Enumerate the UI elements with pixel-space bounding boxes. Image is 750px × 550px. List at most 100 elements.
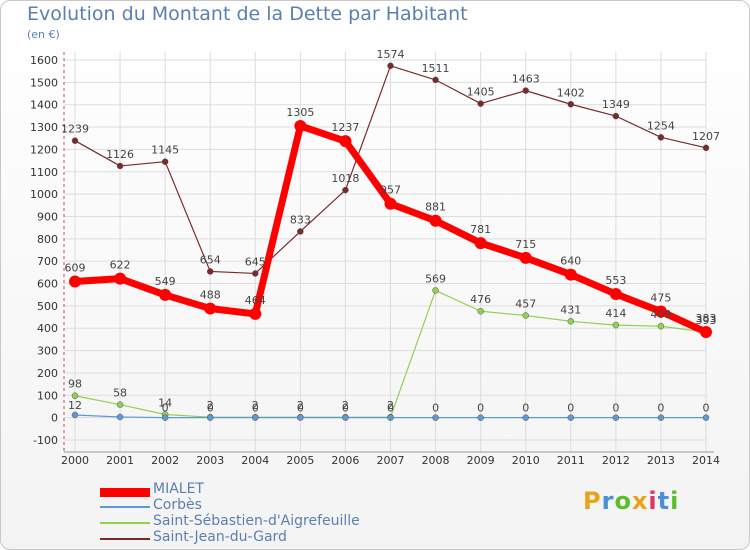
series-lines <box>69 62 712 421</box>
data-label: 881 <box>425 201 446 214</box>
data-point <box>387 62 394 70</box>
data-label: 2 <box>297 399 304 412</box>
y-tick-label: 1100 <box>30 166 58 179</box>
data-label: 476 <box>470 293 491 306</box>
logo-letter: P <box>583 487 602 515</box>
legend-label: Corbès <box>153 497 202 513</box>
y-tick-label: 300 <box>37 345 58 358</box>
data-label: 2 <box>252 399 259 412</box>
data-point <box>159 288 172 301</box>
y-tick-label: 1000 <box>30 188 58 201</box>
data-label: 1254 <box>647 119 675 132</box>
data-label: 1145 <box>151 144 179 157</box>
data-label: 1239 <box>61 123 89 136</box>
data-point <box>297 414 304 421</box>
x-tick-label: 2009 <box>467 454 495 467</box>
data-label: 0 <box>162 402 169 415</box>
data-point <box>567 318 575 325</box>
data-point <box>114 272 127 285</box>
legend-swatch <box>100 522 150 524</box>
data-label: 475 <box>650 291 671 304</box>
data-point <box>204 302 217 315</box>
data-label: 0 <box>612 402 619 415</box>
data-point <box>116 413 124 421</box>
y-tick-label: 1400 <box>30 99 58 112</box>
grid <box>64 52 707 452</box>
y-tick-label: 400 <box>37 322 58 335</box>
legend-label: Saint-Sébastien-d'Aigrefeuille <box>153 513 360 529</box>
data-point <box>609 288 622 301</box>
data-label: 98 <box>68 378 82 391</box>
data-label: 1126 <box>106 148 134 161</box>
x-tick-label: 2000 <box>61 454 89 467</box>
data-point <box>702 414 710 421</box>
x-tick-label: 2013 <box>647 454 675 467</box>
logo-letter: i <box>648 487 658 515</box>
x-tick-label: 2006 <box>331 454 359 467</box>
x-tick-label: 2008 <box>422 454 450 467</box>
data-label: 464 <box>245 294 266 307</box>
x-tick-label: 2011 <box>557 454 585 467</box>
data-point <box>249 307 262 320</box>
data-point <box>477 307 484 315</box>
data-label: 1574 <box>377 48 405 61</box>
data-label: 1237 <box>331 121 359 134</box>
data-label: 488 <box>200 289 221 302</box>
x-tick-label: 2014 <box>692 454 720 467</box>
data-label: 409 <box>650 308 671 321</box>
y-tick-label: 200 <box>37 367 58 380</box>
x-tick-label: 2004 <box>241 454 269 467</box>
y-tick-label: 600 <box>37 278 58 291</box>
data-label: 0 <box>477 402 484 415</box>
data-label: 12 <box>68 399 82 412</box>
data-label: 2 <box>207 399 214 412</box>
data-label: 0 <box>432 402 439 415</box>
data-label: 553 <box>605 274 626 287</box>
data-label: 0 <box>522 402 529 415</box>
x-tick-label: 2002 <box>151 454 179 467</box>
logo-letter: x <box>631 487 649 515</box>
data-point <box>252 414 259 421</box>
data-point <box>657 134 665 141</box>
data-label: 1349 <box>602 98 630 111</box>
data-point <box>564 268 577 281</box>
data-label: 1305 <box>286 106 314 119</box>
logo-letter: r <box>601 487 615 515</box>
data-label: 1207 <box>692 130 720 143</box>
data-label: 609 <box>65 262 86 275</box>
data-label: 457 <box>515 297 536 310</box>
data-point <box>474 237 487 250</box>
x-tick-label: 2010 <box>512 454 540 467</box>
data-point <box>567 414 575 421</box>
data-label: 549 <box>155 275 176 288</box>
chart-title: Evolution du Montant de la Dette par Hab… <box>27 3 468 25</box>
data-label: 654 <box>200 253 221 266</box>
y-tick-label: 1300 <box>30 121 58 134</box>
legend-swatch <box>100 506 150 508</box>
data-label: 1405 <box>467 86 495 99</box>
legend-swatch <box>100 488 150 497</box>
data-point <box>432 287 439 294</box>
data-point <box>657 414 665 421</box>
data-label: 0 <box>342 402 349 415</box>
data-point <box>384 197 397 210</box>
y-tick-label: -100 <box>33 434 58 447</box>
data-point <box>432 414 439 421</box>
data-label: 58 <box>113 387 127 400</box>
data-label: 569 <box>425 272 446 285</box>
data-point <box>522 87 529 94</box>
data-label: 0 <box>703 402 710 415</box>
logo-letter: t <box>657 487 671 515</box>
data-label: 1402 <box>557 86 585 99</box>
data-point <box>71 392 79 399</box>
x-tick-label: 2012 <box>602 454 630 467</box>
data-label: 0 <box>207 402 214 415</box>
data-point <box>522 312 529 319</box>
data-point <box>700 326 712 339</box>
data-point <box>567 101 575 108</box>
data-label: 2 <box>342 399 349 412</box>
y-tick-label: 1200 <box>30 143 58 156</box>
data-point <box>161 414 169 421</box>
